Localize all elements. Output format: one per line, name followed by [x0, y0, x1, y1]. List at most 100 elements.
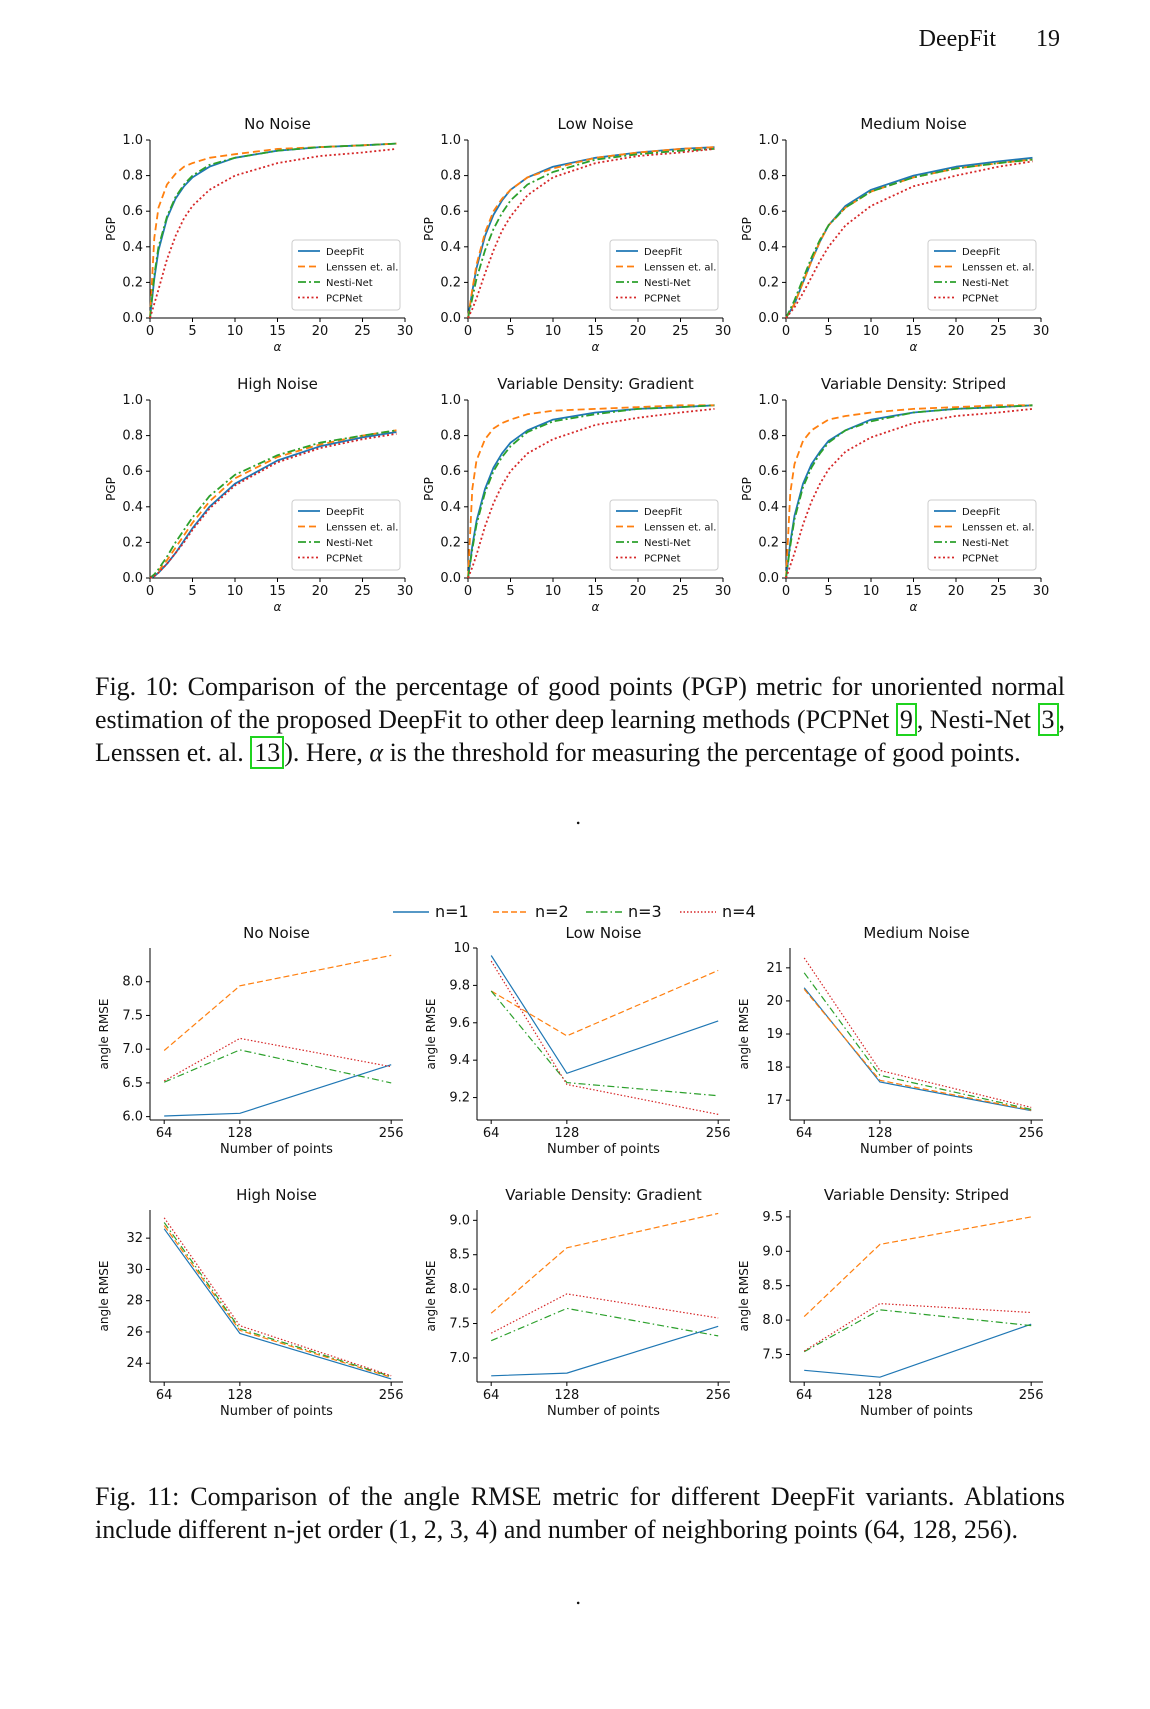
- y-tick-label: 28: [126, 1294, 143, 1309]
- chart-title: Variable Density: Gradient: [497, 375, 694, 393]
- y-tick-label: 20: [766, 994, 783, 1009]
- x-tick-label: 64: [156, 1388, 173, 1403]
- y-axis-label: angle RMSE: [424, 1261, 438, 1332]
- x-tick-label: 0: [782, 584, 790, 599]
- legend-box: [927, 499, 1037, 571]
- x-tick-label: 5: [188, 324, 196, 339]
- chart-title: No Noise: [243, 924, 310, 942]
- x-axis-label: α: [910, 340, 918, 354]
- legend-label: Nesti-Net: [644, 538, 691, 549]
- y-tick-label: 0.6: [758, 464, 779, 479]
- x-axis-label: α: [592, 600, 600, 614]
- x-tick-label: 15: [905, 584, 922, 599]
- series-line: [467, 404, 715, 579]
- legend-box: [291, 499, 401, 571]
- y-tick-label: 0.8: [758, 429, 779, 444]
- x-axis-label: α: [274, 600, 282, 614]
- y-tick-label: 0.8: [122, 169, 143, 184]
- series-line: [163, 954, 392, 1051]
- x-tick-label: 256: [379, 1126, 404, 1141]
- x-tick-label: 256: [1019, 1388, 1044, 1403]
- y-tick-label: 8.5: [449, 1248, 470, 1263]
- y-tick-label: 0.4: [440, 500, 461, 515]
- legend-label: Nesti-Net: [962, 278, 1009, 289]
- x-tick-label: 30: [397, 584, 414, 599]
- x-tick-label: 30: [397, 324, 414, 339]
- legend-label: n=1: [435, 902, 469, 921]
- x-tick-label: 25: [990, 324, 1007, 339]
- y-tick-label: 9.8: [449, 978, 470, 993]
- y-tick-label: 26: [126, 1325, 143, 1340]
- x-tick-label: 64: [156, 1126, 173, 1141]
- x-tick-label: 25: [354, 584, 371, 599]
- series-line: [491, 1325, 719, 1377]
- y-axis-label: PGP: [422, 477, 436, 501]
- y-tick-label: 0.4: [122, 240, 143, 255]
- x-tick-label: 0: [146, 584, 154, 599]
- y-axis-label: PGP: [104, 477, 118, 501]
- y-tick-label: 0.6: [758, 204, 779, 219]
- y-tick-label: 0.0: [758, 571, 779, 586]
- y-tick-label: 0.4: [122, 500, 143, 515]
- citation-ref[interactable]: 9: [895, 703, 917, 736]
- x-tick-label: 30: [715, 584, 732, 599]
- y-axis-label: angle RMSE: [97, 1261, 111, 1332]
- x-tick-label: 256: [706, 1388, 731, 1403]
- y-tick-label: 0.2: [122, 535, 143, 550]
- y-tick-label: 9.0: [449, 1213, 470, 1228]
- series-line: [163, 1225, 392, 1378]
- x-axis-label: Number of points: [220, 1142, 333, 1157]
- x-tick-label: 256: [379, 1388, 404, 1403]
- x-tick-label: 5: [824, 584, 832, 599]
- fig10-caption: Fig. 10: Comparison of the percentage of…: [95, 670, 1065, 769]
- page-header: DeepFit 19: [919, 26, 1060, 53]
- series-line: [803, 972, 1032, 1110]
- y-axis-label: angle RMSE: [424, 999, 438, 1070]
- series-line: [467, 408, 715, 579]
- x-tick-label: 128: [554, 1388, 579, 1403]
- y-tick-label: 9.2: [449, 1091, 470, 1106]
- x-tick-label: 15: [905, 324, 922, 339]
- caption-text: , Nesti-Net: [916, 705, 1038, 734]
- y-tick-label: 0.2: [122, 275, 143, 290]
- legend-label: Lenssen et. al.: [644, 523, 717, 534]
- series-line: [163, 1217, 392, 1377]
- x-axis-label: Number of points: [860, 1142, 973, 1157]
- x-tick-label: 64: [483, 1126, 500, 1141]
- y-tick-label: 6.5: [122, 1076, 143, 1091]
- x-tick-label: 256: [706, 1126, 731, 1141]
- y-tick-label: 0.8: [440, 169, 461, 184]
- y-tick-label: 0.2: [440, 535, 461, 550]
- fig11-caption: Fig. 11: Comparison of the angle RMSE me…: [95, 1482, 1065, 1544]
- x-axis-label: Number of points: [220, 1404, 333, 1419]
- legend-label: PCPNet: [962, 294, 999, 305]
- y-tick-label: 6.0: [122, 1110, 143, 1125]
- y-tick-label: 1.0: [122, 393, 143, 408]
- series-line: [490, 1307, 719, 1342]
- y-tick-label: 0.6: [440, 204, 461, 219]
- citation-ref[interactable]: 3: [1037, 703, 1059, 736]
- series-line: [804, 1323, 1032, 1378]
- caption-text: is the threshold for measuring the perce…: [383, 738, 1021, 767]
- x-tick-label: 20: [630, 584, 647, 599]
- caption-text: , Lenssen et. al.: [95, 705, 1065, 767]
- legend-label: PCPNet: [644, 554, 681, 565]
- x-tick-label: 64: [796, 1126, 813, 1141]
- y-tick-label: 24: [126, 1356, 143, 1371]
- y-tick-label: 0.2: [440, 275, 461, 290]
- legend-label: PCPNet: [326, 294, 363, 305]
- series-line: [803, 1302, 1032, 1352]
- y-axis-label: PGP: [740, 217, 754, 241]
- legend-label: Lenssen et. al.: [644, 263, 717, 274]
- x-tick-label: 30: [715, 324, 732, 339]
- chart-title: Low Noise: [566, 924, 642, 942]
- legend-label: PCPNet: [644, 294, 681, 305]
- x-tick-label: 5: [506, 584, 514, 599]
- y-tick-label: 0.4: [440, 240, 461, 255]
- x-tick-label: 15: [269, 324, 286, 339]
- x-axis-label: Number of points: [860, 1404, 973, 1419]
- legend-label: DeepFit: [326, 507, 364, 518]
- y-tick-label: 7.5: [122, 1008, 143, 1023]
- citation-ref[interactable]: 13: [250, 736, 285, 769]
- y-tick-label: 0.4: [758, 500, 779, 515]
